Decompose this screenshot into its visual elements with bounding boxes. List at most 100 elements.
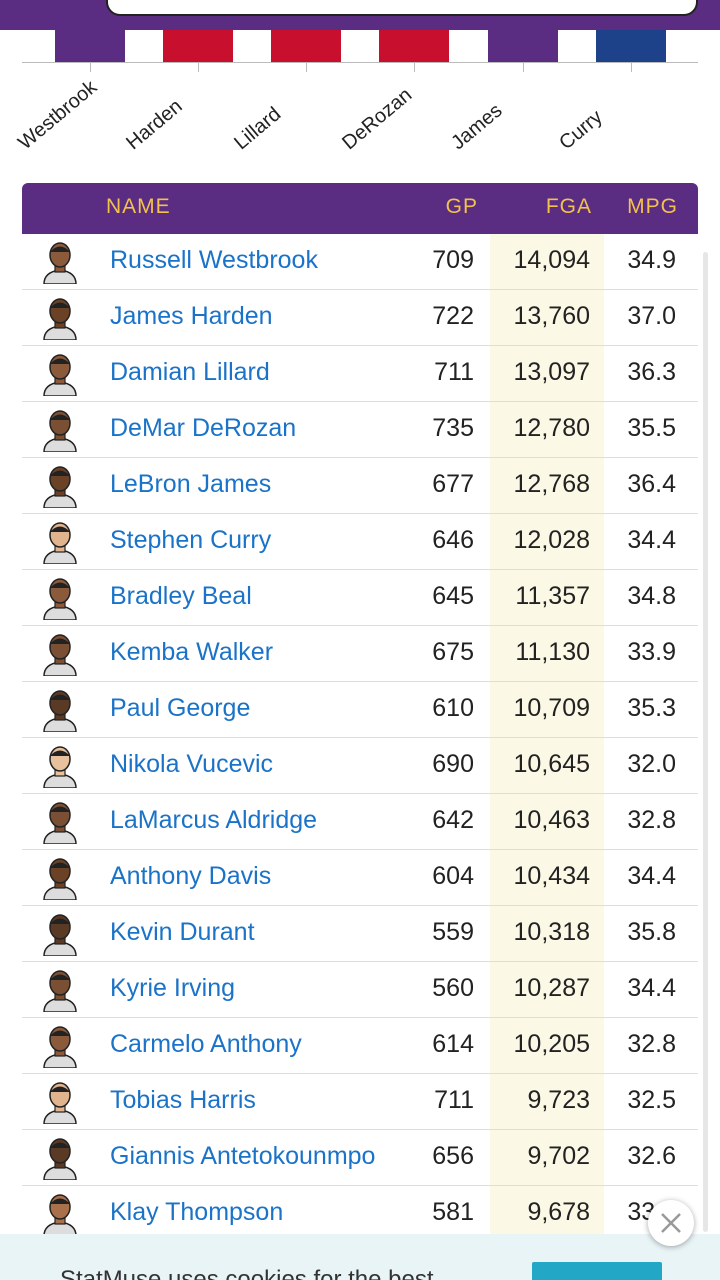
gp-cell: 675 bbox=[432, 638, 474, 666]
table-row[interactable]: Carmelo Anthony 614 10,205 32.8 bbox=[22, 1018, 698, 1074]
player-name-link[interactable]: Kevin Durant bbox=[110, 918, 255, 946]
table-row[interactable]: LaMarcus Aldridge 642 10,463 32.8 bbox=[22, 794, 698, 850]
player-name-link[interactable]: Kyrie Irving bbox=[110, 974, 236, 1002]
header-fga[interactable]: FGA bbox=[545, 195, 592, 218]
fga-highlight bbox=[490, 626, 604, 681]
fga-cell: 10,287 bbox=[513, 974, 590, 1002]
table-row[interactable]: Russell Westbrook 709 14,094 34.9 bbox=[22, 234, 698, 290]
player-name-link[interactable]: Giannis Antetokounmpo bbox=[110, 1142, 376, 1170]
axis-tick bbox=[198, 62, 199, 72]
player-name-link[interactable]: LeBron James bbox=[110, 470, 272, 498]
axis-tick bbox=[306, 62, 307, 72]
fga-cell: 9,678 bbox=[527, 1198, 590, 1226]
table-row[interactable]: DeMar DeRozan 735 12,780 35.5 bbox=[22, 402, 698, 458]
table-row[interactable]: Damian Lillard 711 13,097 36.3 bbox=[22, 346, 698, 402]
fga-cell: 12,780 bbox=[513, 414, 590, 442]
table-row[interactable]: James Harden 722 13,760 37.0 bbox=[22, 290, 698, 346]
header-mpg[interactable]: MPG bbox=[627, 195, 678, 218]
table-row[interactable]: Kevin Durant 559 10,318 35.8 bbox=[22, 906, 698, 962]
table-row[interactable]: Stephen Curry 646 12,028 34.4 bbox=[22, 514, 698, 570]
chart-bar bbox=[379, 30, 449, 62]
axis-label: Lillard bbox=[230, 103, 286, 155]
player-avatar-icon bbox=[43, 1082, 77, 1124]
player-name-link[interactable]: Stephen Curry bbox=[110, 526, 272, 554]
mpg-cell: 32.0 bbox=[627, 750, 676, 778]
player-name-link[interactable]: James Harden bbox=[110, 302, 273, 330]
table-row[interactable]: Kyrie Irving 560 10,287 34.4 bbox=[22, 962, 698, 1018]
fga-highlight bbox=[490, 794, 604, 849]
player-name-link[interactable]: Nikola Vucevic bbox=[110, 750, 274, 778]
player-name-link[interactable]: Paul George bbox=[110, 694, 251, 722]
fga-cell: 10,205 bbox=[513, 1030, 590, 1058]
player-avatar-icon bbox=[43, 746, 77, 788]
player-name-link[interactable]: Anthony Davis bbox=[110, 862, 272, 890]
fga-highlight bbox=[490, 570, 604, 625]
axis-tick bbox=[523, 62, 524, 72]
gp-cell: 614 bbox=[432, 1030, 474, 1058]
player-avatar-icon bbox=[43, 1138, 77, 1180]
axis-label: Westbrook bbox=[14, 76, 102, 155]
header-band bbox=[0, 0, 720, 30]
header-gp[interactable]: GP bbox=[445, 195, 478, 218]
cookie-accept-button[interactable] bbox=[532, 1262, 662, 1280]
player-avatar-icon bbox=[43, 914, 77, 956]
player-name-link[interactable]: Damian Lillard bbox=[110, 358, 270, 386]
chart-bar bbox=[596, 30, 666, 62]
fga-highlight bbox=[490, 514, 604, 569]
close-button[interactable] bbox=[648, 1200, 694, 1246]
table-row[interactable]: Nikola Vucevic 690 10,645 32.0 bbox=[22, 738, 698, 794]
scrollbar[interactable] bbox=[703, 252, 708, 1232]
player-name-link[interactable]: Klay Thompson bbox=[110, 1198, 284, 1226]
axis-label: James bbox=[447, 99, 507, 155]
player-avatar-icon bbox=[43, 354, 77, 396]
axis-tick bbox=[414, 62, 415, 72]
mpg-cell: 34.8 bbox=[627, 582, 676, 610]
player-name-link[interactable]: Kemba Walker bbox=[110, 638, 274, 666]
header-name[interactable]: NAME bbox=[106, 195, 171, 218]
table-row[interactable]: Paul George 610 10,709 35.3 bbox=[22, 682, 698, 738]
fga-cell: 12,768 bbox=[513, 470, 590, 498]
player-name-link[interactable]: LaMarcus Aldridge bbox=[110, 806, 318, 834]
table-row[interactable]: Anthony Davis 604 10,434 34.4 bbox=[22, 850, 698, 906]
mpg-cell: 32.8 bbox=[627, 1030, 676, 1058]
gp-cell: 677 bbox=[432, 470, 474, 498]
fga-cell: 9,702 bbox=[527, 1142, 590, 1170]
fga-highlight bbox=[490, 290, 604, 345]
table-row[interactable]: LeBron James 677 12,768 36.4 bbox=[22, 458, 698, 514]
player-name-link[interactable]: Bradley Beal bbox=[110, 582, 252, 610]
table-row[interactable]: Kemba Walker 675 11,130 33.9 bbox=[22, 626, 698, 682]
fga-highlight bbox=[490, 1018, 604, 1073]
fga-highlight bbox=[490, 682, 604, 737]
player-avatar-icon bbox=[43, 634, 77, 676]
player-name-link[interactable]: Tobias Harris bbox=[110, 1086, 256, 1114]
bar-strip bbox=[0, 30, 720, 62]
table-row[interactable]: Giannis Antetokounmpo 656 9,702 32.6 bbox=[22, 1130, 698, 1186]
table-row[interactable]: Tobias Harris 711 9,723 32.5 bbox=[22, 1074, 698, 1130]
gp-cell: 690 bbox=[432, 750, 474, 778]
gp-cell: 560 bbox=[432, 974, 474, 1002]
search-box[interactable] bbox=[106, 0, 698, 16]
player-name-link[interactable]: Carmelo Anthony bbox=[110, 1030, 302, 1058]
fga-highlight bbox=[490, 1130, 604, 1185]
player-name-link[interactable]: Russell Westbrook bbox=[110, 246, 318, 274]
player-avatar-icon bbox=[43, 1026, 77, 1068]
fga-cell: 11,357 bbox=[515, 582, 590, 610]
axis-label: Harden bbox=[122, 95, 187, 155]
player-avatar-icon bbox=[43, 858, 77, 900]
table-row[interactable]: Bradley Beal 645 11,357 34.8 bbox=[22, 570, 698, 626]
fga-cell: 9,723 bbox=[527, 1086, 590, 1114]
stats-table: NAME GP FGA MPG Russell Westbrook 709 14,0… bbox=[22, 183, 698, 1242]
table-header: NAME GP FGA MPG bbox=[22, 183, 698, 234]
mpg-cell: 32.5 bbox=[627, 1086, 676, 1114]
gp-cell: 709 bbox=[432, 246, 474, 274]
fga-cell: 13,760 bbox=[513, 302, 590, 330]
fga-highlight bbox=[490, 402, 604, 457]
table-body: Russell Westbrook 709 14,094 34.9 James Hard… bbox=[22, 234, 698, 1242]
player-avatar-icon bbox=[43, 690, 77, 732]
fga-cell: 10,463 bbox=[513, 806, 590, 834]
gp-cell: 604 bbox=[432, 862, 474, 890]
fga-cell: 12,028 bbox=[513, 526, 590, 554]
player-name-link[interactable]: DeMar DeRozan bbox=[110, 414, 297, 442]
fga-cell: 14,094 bbox=[513, 246, 590, 274]
